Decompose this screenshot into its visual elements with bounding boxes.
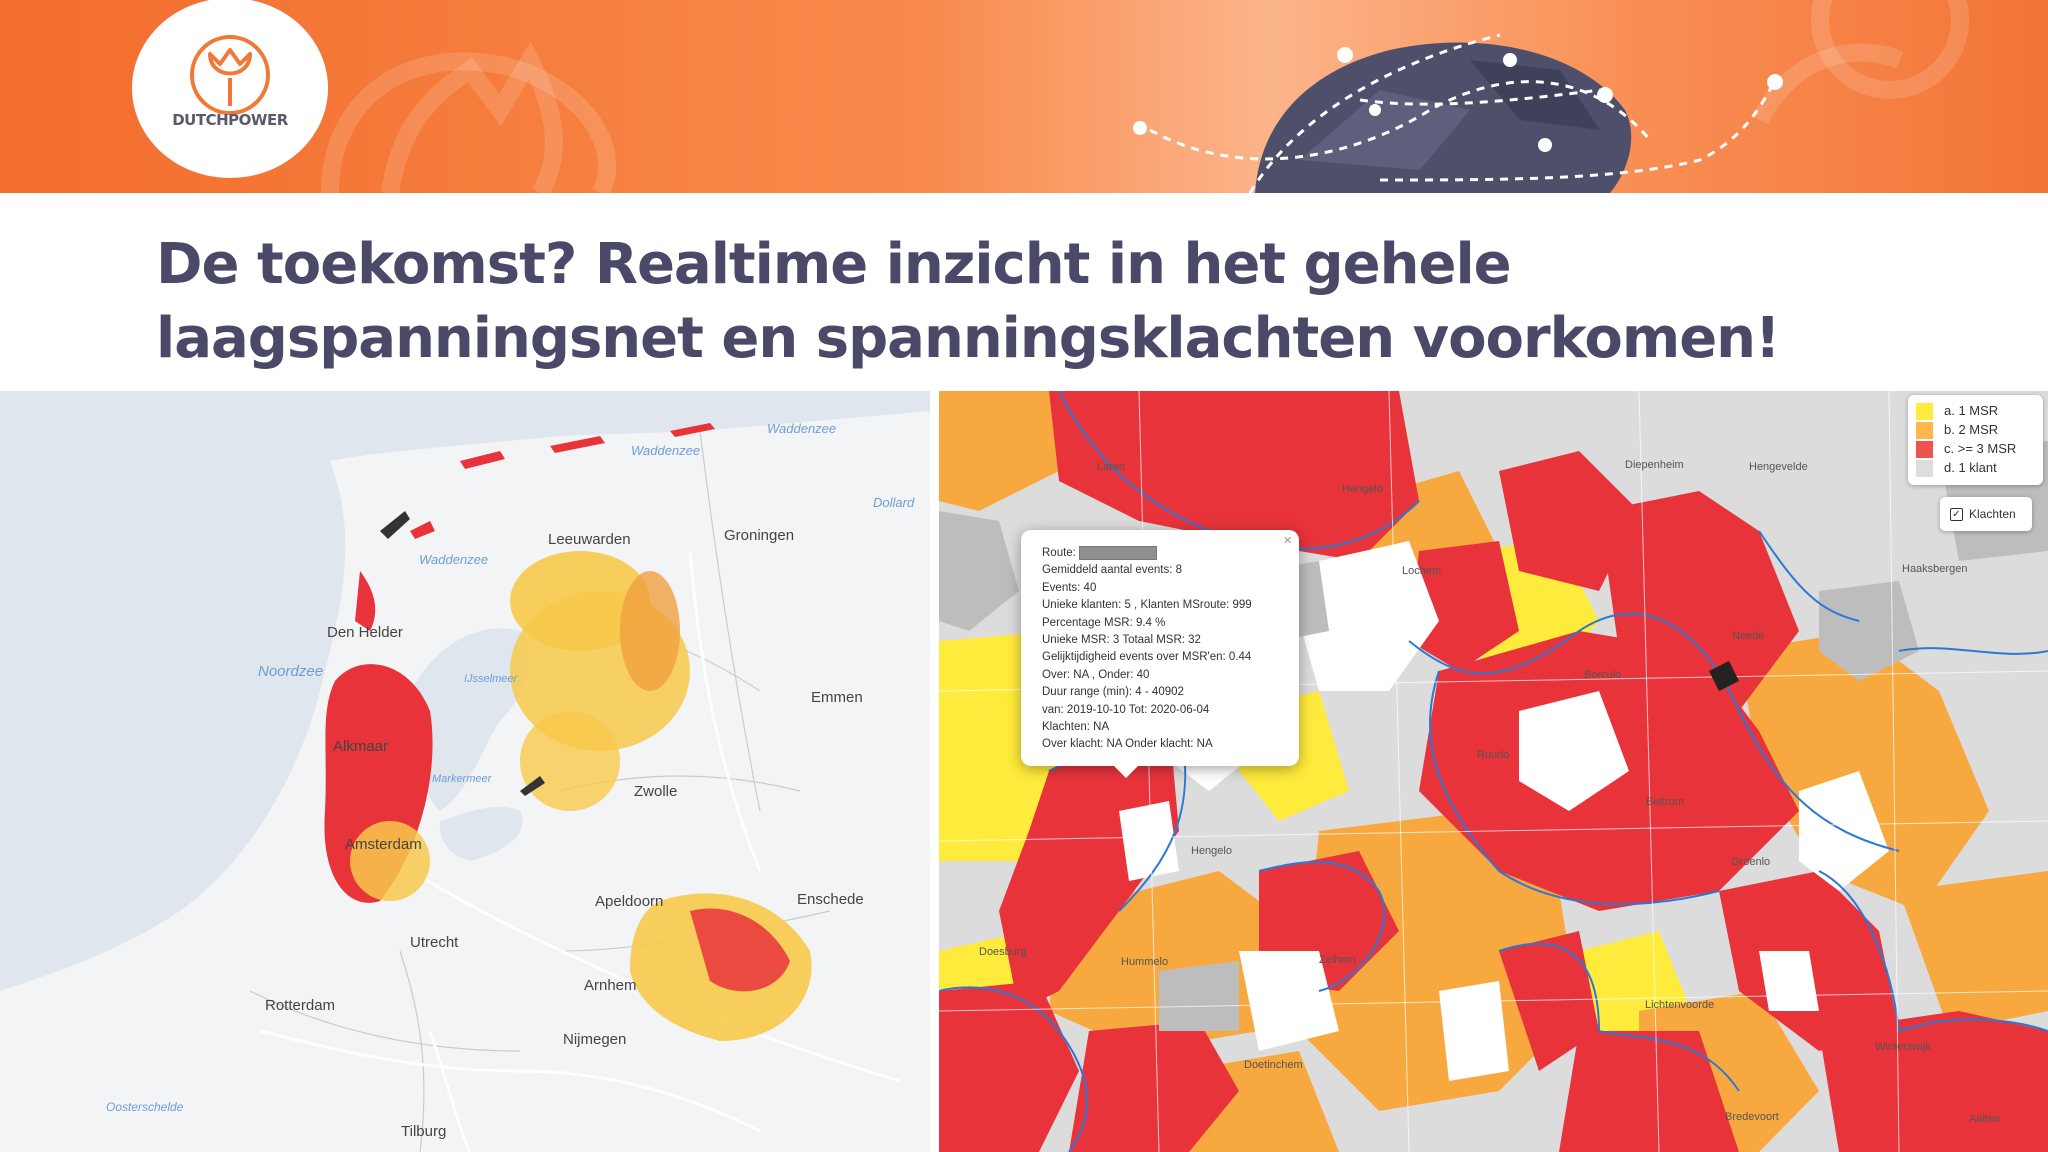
logo-text: DUTCHPOWER	[172, 111, 288, 129]
city-label: Apeldoorn	[595, 893, 664, 910]
town-label: Beltrum	[1646, 796, 1684, 808]
legend-label: c. >= 3 MSR	[1944, 441, 2017, 456]
town-label: Neede	[1732, 630, 1765, 642]
popup-line: van: 2019-10-10 Tot: 2020-06-04	[1042, 703, 1210, 716]
city-label: Groningen	[724, 527, 795, 544]
legend-label: a. 1 MSR	[1944, 403, 1999, 418]
water-label: Waddenzee	[419, 552, 489, 567]
town-label: Lochem	[1402, 565, 1442, 577]
netherlands-map-graphic	[0, 391, 930, 1152]
city-label: Utrecht	[410, 934, 459, 951]
town-label: Borculo	[1584, 669, 1622, 681]
legend-swatch	[1916, 422, 1933, 439]
town-label: Hengelo	[1342, 483, 1383, 495]
city-label: Enschede	[797, 891, 864, 908]
city-label: Tilburg	[401, 1123, 447, 1140]
popup-line: Gelijktijdigheid events over MSR'en: 0.4…	[1042, 651, 1252, 664]
town-label: Haaksbergen	[1902, 563, 1968, 575]
header-banner: DUTCHPOWER	[0, 0, 2048, 193]
map-legend: a. 1 MSR b. 2 MSR c. >= 3 MSR d. 1 klant	[1908, 395, 2043, 485]
popup-line: Unieke klanten: 5 , Klanten MSroute: 999	[1042, 599, 1252, 612]
friesland-cluster	[510, 551, 690, 811]
close-icon[interactable]: ×	[1283, 532, 1292, 549]
town-label: Hengelo	[1191, 845, 1232, 857]
popup-tip	[1114, 766, 1138, 778]
achterhoek-detail-map[interactable]: Laren Hengelo Lochem Diepenheim Hengevel…	[939, 391, 2048, 1152]
netherlands-overview-map[interactable]: Groningen Leeuwarden Den Helder Emmen Al…	[0, 391, 930, 1152]
water-label: Oosterschelde	[106, 1100, 184, 1114]
town-label: Hummelo	[1121, 956, 1169, 968]
title-line-2: laagspanningsnet en spanningsklachten vo…	[156, 306, 1781, 371]
city-label: Zwolle	[634, 783, 678, 800]
popup-line: Over: NA , Onder: 40	[1042, 668, 1150, 681]
banner-background	[0, 0, 2048, 193]
page-title: De toekomst? Realtime inzicht in het geh…	[156, 228, 1956, 376]
town-label: Bredevoort	[1725, 1111, 1779, 1123]
route-info-popup: × Route: Gemiddeld aantal events: 8 Even…	[1021, 530, 1299, 778]
legend-swatch	[1916, 403, 1933, 420]
city-label: Arnhem	[584, 977, 637, 994]
noord-holland-cluster	[324, 571, 433, 903]
route-label: Route:	[1042, 547, 1076, 559]
city-label: Emmen	[811, 689, 863, 706]
popup-content: Route: Gemiddeld aantal events: 8 Events…	[1042, 545, 1252, 754]
globe-graphic	[1133, 33, 1783, 193]
town-label: Doetinchem	[1244, 1059, 1303, 1071]
town-label: Zelhem	[1319, 954, 1356, 966]
water-label: Waddenzee	[767, 421, 837, 436]
popup-line: Percentage MSR: 9.4 %	[1042, 616, 1166, 629]
tulip-icon	[190, 35, 270, 115]
city-label: Amsterdam	[345, 836, 422, 853]
water-label: IJsselmeer	[464, 673, 518, 685]
town-label: Winterswijk	[1875, 1041, 1931, 1053]
town-label: Doesburg	[979, 946, 1027, 958]
popup-line: Klachten: NA	[1042, 720, 1110, 733]
town-label: Diepenheim	[1625, 459, 1684, 471]
title-line-1: De toekomst? Realtime inzicht in het geh…	[156, 232, 1512, 297]
klachten-checkbox[interactable]: ✓	[1950, 508, 1963, 521]
sea-label: Noordzee	[258, 663, 324, 680]
water-label: Dollard	[873, 495, 915, 510]
city-label: Alkmaar	[333, 738, 389, 755]
town-label: Ruurlo	[1477, 749, 1510, 761]
popup-line: Gemiddeld aantal events: 8	[1042, 564, 1183, 577]
city-label: Nijmegen	[563, 1031, 627, 1048]
popup-line: Events: 40	[1042, 581, 1097, 594]
town-label: Hengevelde	[1749, 461, 1808, 473]
city-label: Leeuwarden	[548, 531, 631, 548]
legend-swatch	[1916, 460, 1933, 477]
town-label: Groenlo	[1731, 856, 1771, 868]
water-label: Waddenzee	[631, 443, 701, 458]
legend-label: b. 2 MSR	[1944, 422, 1999, 437]
town-label: Laren	[1097, 461, 1126, 473]
popup-line: Over klacht: NA Onder klacht: NA	[1042, 738, 1213, 751]
klachten-label: Klachten	[1969, 507, 2016, 521]
popup-line: Duur range (min): 4 - 40902	[1042, 686, 1184, 699]
popup-line: Unieke MSR: 3 Totaal MSR: 32	[1042, 633, 1201, 646]
city-label: Rotterdam	[265, 997, 336, 1014]
town-label: Lichtenvoorde	[1645, 999, 1715, 1011]
town-label: Aalten	[1969, 1113, 2001, 1125]
route-redacted	[1079, 545, 1158, 560]
gelderland-cluster	[630, 893, 812, 1041]
dutchpower-logo: DUTCHPOWER	[132, 0, 328, 178]
legend-swatch	[1916, 441, 1933, 458]
klachten-toggle[interactable]: ✓ Klachten	[1940, 497, 2032, 531]
achterhoek-map-graphic	[939, 391, 2048, 1152]
legend-label: d. 1 klant	[1944, 460, 1997, 475]
popup-route-row: Route:	[1042, 545, 1252, 562]
city-label: Den Helder	[327, 624, 403, 641]
water-label: Markermeer	[432, 773, 492, 785]
